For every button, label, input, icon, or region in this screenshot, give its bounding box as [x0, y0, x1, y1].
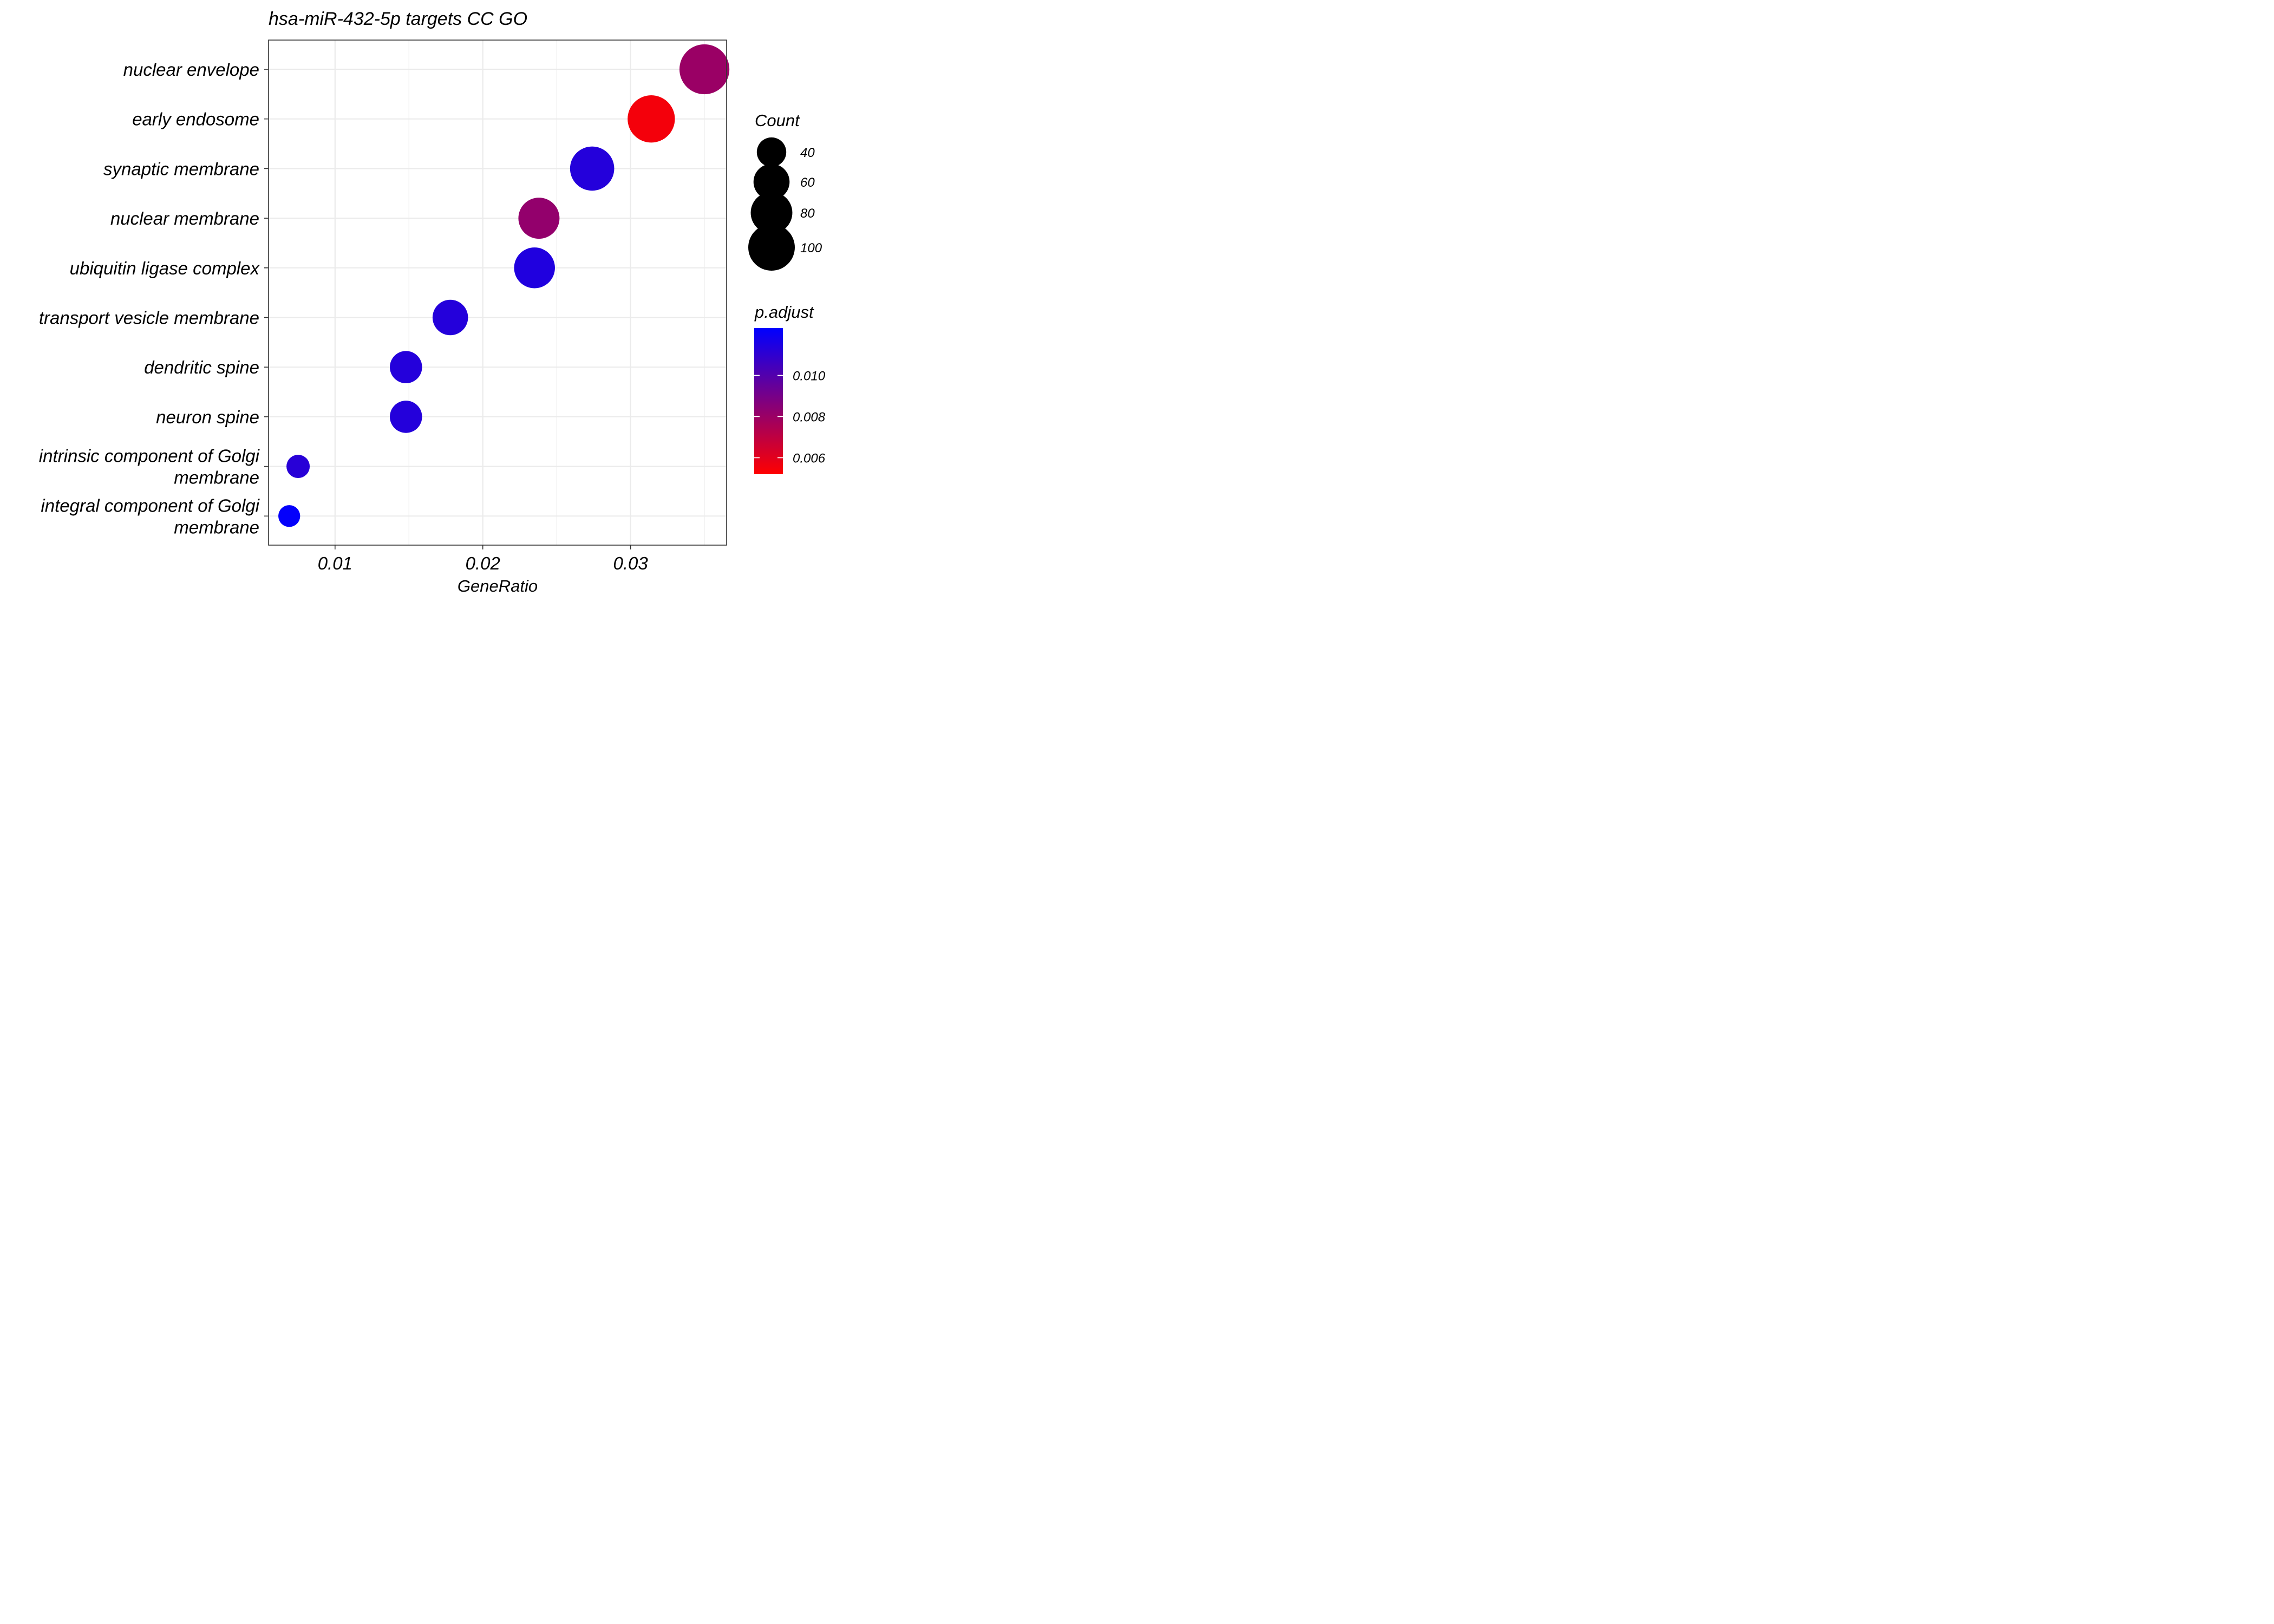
count-legend-key [750, 192, 793, 234]
y-tick-label: early endosome [132, 109, 259, 129]
colorbar-tick-label: 0.006 [793, 451, 826, 466]
y-tick-label: integral component of Golgi [41, 495, 260, 515]
y-tick-label: transport vesicle membrane [39, 308, 259, 328]
count-legend-label: 80 [800, 206, 815, 221]
data-points [278, 44, 730, 527]
x-axis: 0.01 0.02 0.03 [318, 545, 648, 573]
plot-panel [268, 40, 730, 546]
y-tick-label: nuclear envelope [123, 60, 259, 80]
data-point [390, 351, 422, 383]
major-gridlines [269, 40, 727, 545]
data-point [570, 146, 615, 191]
y-tick-label: nuclear membrane [110, 208, 259, 228]
y-tick-label: ubiquitin ligase complex [70, 258, 260, 278]
count-legend-key [753, 163, 790, 200]
y-tick-label: dendritic spine [144, 357, 259, 377]
y-tick-label: neuron spine [156, 407, 259, 427]
y-axis: nuclear envelope early endosome synaptic m… [39, 60, 269, 537]
x-tick-label: 0.01 [318, 553, 352, 573]
chart-title: hsa-miR-432-5p targets CC GO [269, 9, 527, 29]
x-tick-label: 0.03 [613, 553, 648, 573]
count-legend-items: 40 60 80 100 [748, 137, 822, 271]
p-adjust-colorbar-ticks: 0.010 0.008 0.006 [754, 369, 826, 466]
data-point [390, 401, 422, 433]
data-point [628, 95, 675, 143]
data-point [286, 455, 310, 479]
p-adjust-legend-title: p.adjust [754, 303, 814, 322]
colorbar-tick-label: 0.010 [793, 369, 826, 383]
panel-border [268, 40, 727, 546]
count-legend-label: 40 [800, 146, 815, 160]
colorbar-tick-label: 0.008 [793, 410, 826, 425]
dot-plot-chart: hsa-miR-432-5p targets CC GO nuclear env… [39, 9, 826, 595]
data-point [679, 44, 730, 95]
data-point [432, 299, 468, 336]
data-point [518, 198, 560, 239]
x-axis-title: GeneRatio [458, 577, 538, 595]
y-tick-label: synaptic membrane [103, 159, 259, 179]
data-point [514, 247, 555, 289]
p-adjust-legend: p.adjust 0.010 0.008 0.006 [754, 303, 826, 474]
count-legend: Count 40 60 80 100 [748, 111, 822, 271]
data-point [278, 505, 300, 527]
y-tick-label: membrane [174, 517, 259, 537]
count-legend-title: Count [755, 111, 800, 130]
count-legend-key [756, 137, 787, 167]
count-legend-label: 100 [800, 241, 822, 256]
y-tick-label: membrane [174, 468, 259, 488]
p-adjust-colorbar [754, 328, 783, 474]
y-tick-label: intrinsic component of Golgi [39, 446, 260, 466]
count-legend-label: 60 [800, 175, 815, 190]
count-legend-key [748, 224, 795, 271]
minor-gridlines [408, 40, 705, 545]
x-tick-label: 0.02 [466, 553, 500, 573]
